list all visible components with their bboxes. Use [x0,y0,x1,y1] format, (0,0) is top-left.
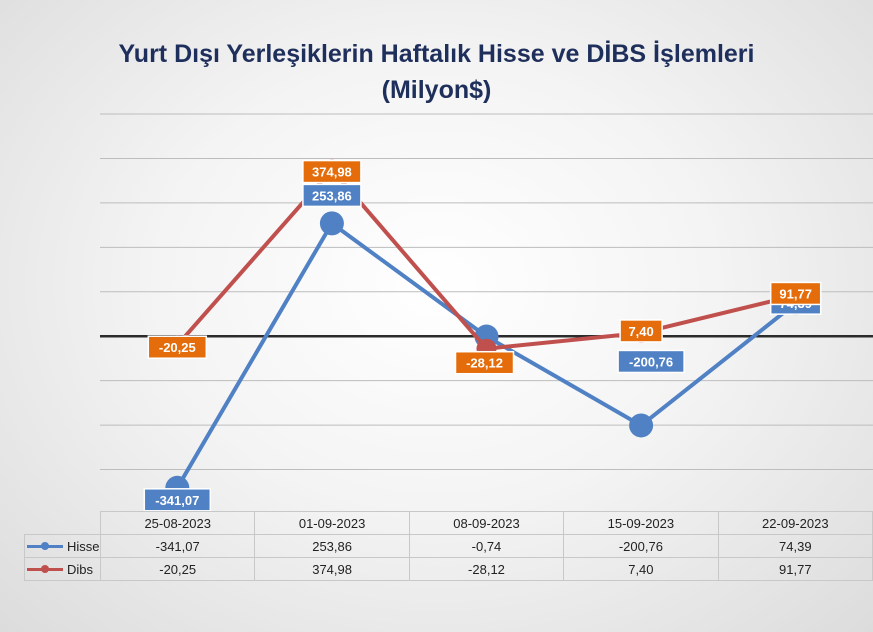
data-label-box [769,281,822,306]
table-header-cell: 08-09-2023 [408,511,565,535]
data-label: -28,12 [466,356,503,371]
table-cell: 253,86 [254,534,410,558]
legend-line-icon [27,564,63,573]
series-line-dibs [175,167,797,351]
chart-title-line2: (Milyon$) [381,76,492,104]
table-cell: 74,39 [717,534,873,558]
data-label: -200,76 [629,354,673,369]
data-label-box [147,335,208,359]
table-header-cell: 25-08-2023 [99,511,256,535]
data-label: -341,07 [155,493,199,508]
table-cell: 374,98 [254,557,410,581]
legend-key-hisse: Hisse [24,534,101,558]
table-header-cell: 01-09-2023 [254,511,410,535]
chart-title: Yurt Dışı Yerleşiklerin Haftalık Hisse v… [0,36,873,108]
table-header-row: 25-08-2023 01-09-2023 08-09-2023 15-09-2… [24,511,873,535]
table-cell: -200,76 [563,534,719,558]
table-cell: 7,40 [563,557,719,581]
table-header-cell: 15-09-2023 [563,511,719,535]
data-label: -20,25 [159,340,196,355]
legend-label: Hisse [67,538,100,554]
data-label-box [619,319,663,343]
data-label-box [454,350,515,375]
legend-line-icon [27,541,63,550]
table-cell: -20,25 [99,557,256,581]
data-point [319,211,344,236]
table-row-hisse: Hisse -341,07 253,86 -0,74 -200,76 74,39 [24,534,873,558]
data-label-box [617,349,685,374]
data-label: 253,86 [312,188,352,203]
data-point [629,413,654,438]
table-corner [24,511,101,535]
legend-key-dibs: Dibs [24,557,101,581]
table-cell: 91,77 [717,557,873,581]
data-label: 7,40 [628,324,653,339]
data-label-box [143,488,212,512]
table-cell: -341,07 [99,534,256,558]
table-cell: -0,74 [408,534,565,558]
table-row-dibs: Dibs -20,25 374,98 -28,12 7,40 91,77 [24,557,873,581]
table-cell: -28,12 [408,557,565,581]
data-label: 374,98 [312,165,352,180]
data-label-box [302,159,362,184]
chart-title-line1: Yurt Dışı Yerleşiklerin Haftalık Hisse v… [118,40,755,68]
data-table: 25-08-2023 01-09-2023 08-09-2023 15-09-2… [24,511,873,581]
table-header-cell: 22-09-2023 [717,511,873,535]
data-label: 91,77 [779,286,812,301]
legend-label: Dibs [67,561,94,577]
data-label-box [302,183,362,208]
